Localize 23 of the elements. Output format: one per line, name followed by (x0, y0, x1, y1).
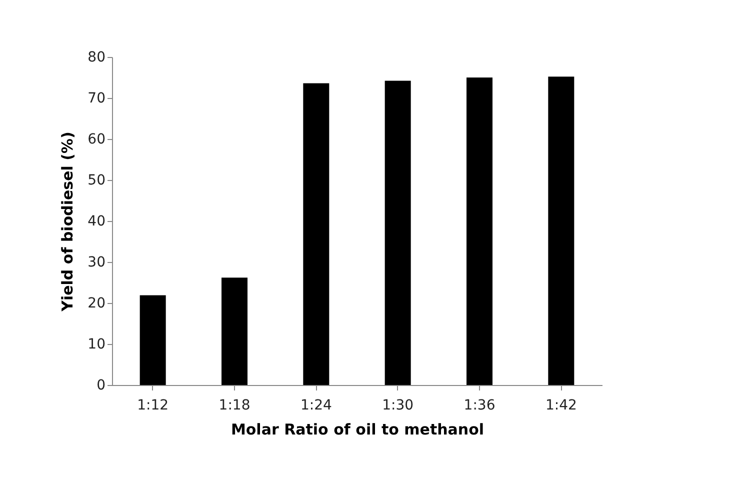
y-tick-label: 50 (88, 172, 106, 188)
bar (222, 278, 248, 385)
y-tick-label: 10 (88, 336, 106, 352)
y-tick-label: 30 (88, 254, 106, 270)
bar (303, 83, 330, 385)
bar (140, 295, 166, 385)
x-tick-label: 1:30 (382, 398, 414, 414)
y-tick-label: 0 (96, 378, 106, 394)
x-axis-title: Molar Ratio of oil to methanol (230, 420, 484, 438)
x-tick-label: 1:12 (137, 398, 169, 414)
y-tick-label: 40 (88, 214, 106, 230)
y-axis-title: Yield of biodiesel (%) (58, 132, 77, 312)
x-tick-label: 1:36 (464, 398, 496, 414)
bar (384, 80, 411, 385)
x-tick-label: 1:18 (218, 398, 250, 414)
y-tick-label: 60 (88, 132, 106, 148)
bar (548, 76, 574, 385)
y-tick-label: 20 (88, 296, 106, 312)
x-tick-label: 1:24 (300, 398, 332, 414)
y-tick-label: 70 (88, 90, 106, 106)
x-tick-label: 1:42 (545, 398, 577, 414)
bar (466, 78, 492, 385)
y-tick-label: 80 (88, 50, 106, 66)
